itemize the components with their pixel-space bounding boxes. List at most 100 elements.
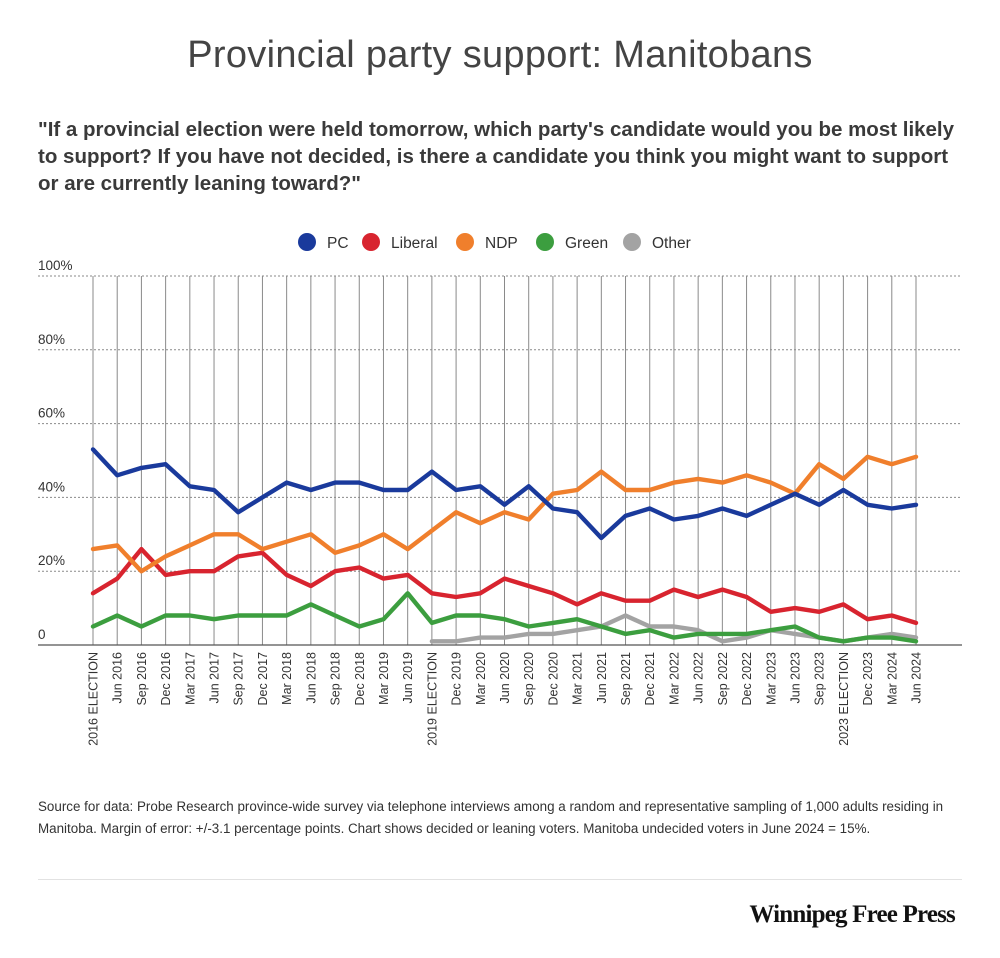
data-point-pc: [115, 473, 119, 477]
data-point-green: [357, 624, 361, 628]
y-tick-label: 0: [38, 627, 46, 642]
data-point-liberal: [769, 610, 773, 614]
data-point-liberal: [696, 595, 700, 599]
footer-divider: [38, 879, 962, 880]
x-tick-label: Sep 2021: [619, 652, 633, 706]
data-point-ndp: [817, 462, 821, 466]
data-point-green: [793, 624, 797, 628]
data-point-ndp: [163, 554, 167, 558]
data-point-liberal: [333, 569, 337, 573]
data-point-liberal: [430, 591, 434, 595]
data-point-pc: [769, 503, 773, 507]
data-point-green: [188, 613, 192, 617]
data-point-liberal: [841, 602, 845, 606]
data-point-pc: [890, 506, 894, 510]
x-tick-label: Jun 2020: [498, 652, 512, 703]
data-point-ndp: [769, 480, 773, 484]
data-point-pc: [406, 488, 410, 492]
data-point-pc: [212, 488, 216, 492]
x-tick-label: Dec 2022: [740, 652, 754, 706]
x-tick-label: Dec 2023: [861, 652, 875, 706]
data-point-other: [551, 632, 555, 636]
x-tick-label: Mar 2018: [280, 652, 294, 705]
x-tick-label: Mar 2024: [885, 652, 899, 705]
data-point-pc: [309, 488, 313, 492]
data-point-pc: [623, 514, 627, 518]
data-point-pc: [841, 488, 845, 492]
data-point-liberal: [551, 591, 555, 595]
data-point-pc: [381, 488, 385, 492]
x-tick-label: Mar 2017: [183, 652, 197, 705]
data-point-pc: [793, 492, 797, 496]
data-point-liberal: [212, 569, 216, 573]
x-tick-label: 2019 ELECTION: [425, 652, 439, 746]
data-point-pc: [914, 503, 918, 507]
data-point-liberal: [890, 613, 894, 617]
data-point-other: [623, 613, 627, 617]
data-point-ndp: [478, 521, 482, 525]
legend-label-liberal: Liberal: [391, 235, 438, 252]
data-point-ndp: [720, 480, 724, 484]
x-tick-label: Dec 2020: [546, 652, 560, 706]
data-point-pc: [817, 503, 821, 507]
data-point-liberal: [406, 573, 410, 577]
data-point-green: [817, 635, 821, 639]
data-point-pc: [260, 495, 264, 499]
data-point-liberal: [91, 591, 95, 595]
data-point-green: [91, 624, 95, 628]
x-tick-label: Mar 2021: [571, 652, 585, 705]
data-point-green: [236, 613, 240, 617]
series-line-pc: [90, 447, 919, 541]
data-point-ndp: [551, 492, 555, 496]
chart-series: [90, 447, 919, 644]
data-point-other: [478, 635, 482, 639]
y-tick-label: 60%: [38, 406, 65, 421]
y-axis: 0 20% 40% 60% 80% 100%: [38, 258, 73, 642]
x-tick-label: 2023 ELECTION: [837, 652, 851, 746]
x-tick-label: Sep 2020: [522, 652, 536, 706]
y-tick-label: 40%: [38, 479, 65, 494]
data-point-green: [551, 621, 555, 625]
x-tick-label: Mar 2023: [764, 652, 778, 705]
data-point-ndp: [865, 455, 869, 459]
legend-marker-green: [536, 233, 554, 251]
x-tick-label: Sep 2016: [135, 652, 149, 706]
data-point-ndp: [357, 543, 361, 547]
data-point-pc: [648, 506, 652, 510]
data-point-liberal: [454, 595, 458, 599]
data-point-liberal: [575, 602, 579, 606]
data-point-ndp: [309, 532, 313, 536]
data-point-pc: [430, 469, 434, 473]
data-point-ndp: [890, 462, 894, 466]
x-tick-label: Jun 2024: [910, 652, 924, 703]
data-point-green: [284, 613, 288, 617]
data-point-other: [575, 628, 579, 632]
chart-subtitle: "If a provincial election were held tomo…: [38, 118, 955, 195]
x-tick-label: 2016 ELECTION: [87, 652, 101, 746]
data-point-ndp: [696, 477, 700, 481]
data-point-green: [672, 635, 676, 639]
data-point-pc: [575, 510, 579, 514]
data-point-liberal: [236, 554, 240, 558]
data-point-liberal: [381, 576, 385, 580]
legend-marker-ndp: [456, 233, 474, 251]
data-point-green: [139, 624, 143, 628]
data-point-liberal: [309, 584, 313, 588]
data-point-liberal: [478, 591, 482, 595]
series-line-liberal: [90, 546, 919, 626]
legend-label-other: Other: [652, 235, 691, 252]
data-point-green: [502, 617, 506, 621]
data-point-green: [865, 635, 869, 639]
data-point-other: [454, 639, 458, 643]
data-point-pc: [284, 480, 288, 484]
data-point-pc: [91, 447, 95, 451]
data-point-pc: [478, 484, 482, 488]
x-tick-label: Jun 2022: [692, 652, 706, 703]
series-line-green: [90, 591, 919, 644]
data-point-green: [696, 632, 700, 636]
data-point-ndp: [575, 488, 579, 492]
data-point-pc: [139, 466, 143, 470]
data-point-other: [527, 632, 531, 636]
x-tick-label: Jun 2016: [111, 652, 125, 703]
data-point-pc: [720, 506, 724, 510]
